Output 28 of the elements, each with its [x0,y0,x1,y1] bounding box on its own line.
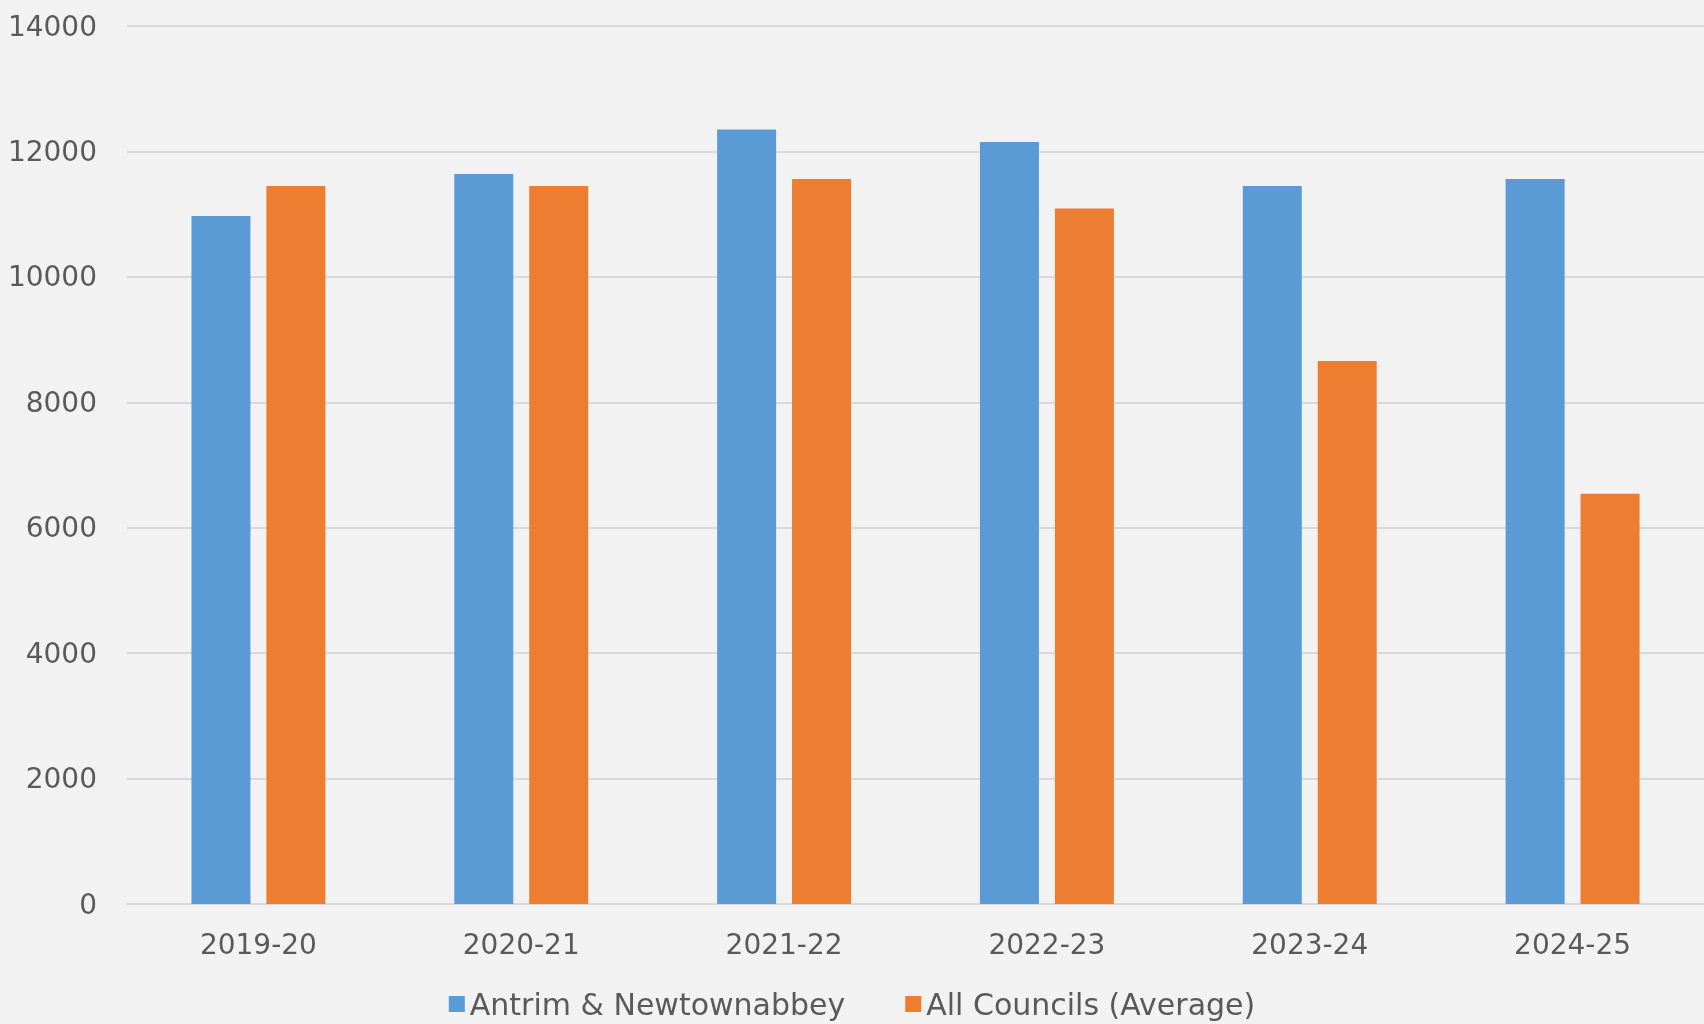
y-tick-label: 14000 [7,9,97,43]
bar [1317,360,1377,904]
bar [717,129,777,904]
x-tick-label: 2023-24 [1251,927,1369,961]
bar [266,185,326,904]
y-tick-label: 0 [79,887,97,921]
bar [1505,179,1565,904]
bar [1242,185,1302,904]
y-tick-label: 12000 [7,134,97,168]
x-tick-label: 2020-21 [462,927,580,961]
legend-label: Antrim & Newtownabbey [469,986,846,1022]
bar [1580,493,1640,904]
bar [454,174,514,904]
x-tick-label: 2021-22 [725,927,843,961]
legend-label: All Councils (Average) [926,986,1256,1022]
bar [792,179,852,904]
y-tick-label: 4000 [25,636,97,670]
x-tick-label: 2019-20 [199,927,317,961]
y-tick-label: 8000 [25,385,97,419]
bar [191,216,251,904]
bar [529,185,589,904]
x-tick-label: 2022-23 [988,927,1106,961]
bar [979,142,1039,904]
y-tick-label: 10000 [7,260,97,294]
x-tick-label: 2024-25 [1514,927,1632,961]
y-tick-label: 2000 [25,762,97,796]
y-tick-label: 6000 [25,511,97,545]
bar [1054,208,1114,904]
